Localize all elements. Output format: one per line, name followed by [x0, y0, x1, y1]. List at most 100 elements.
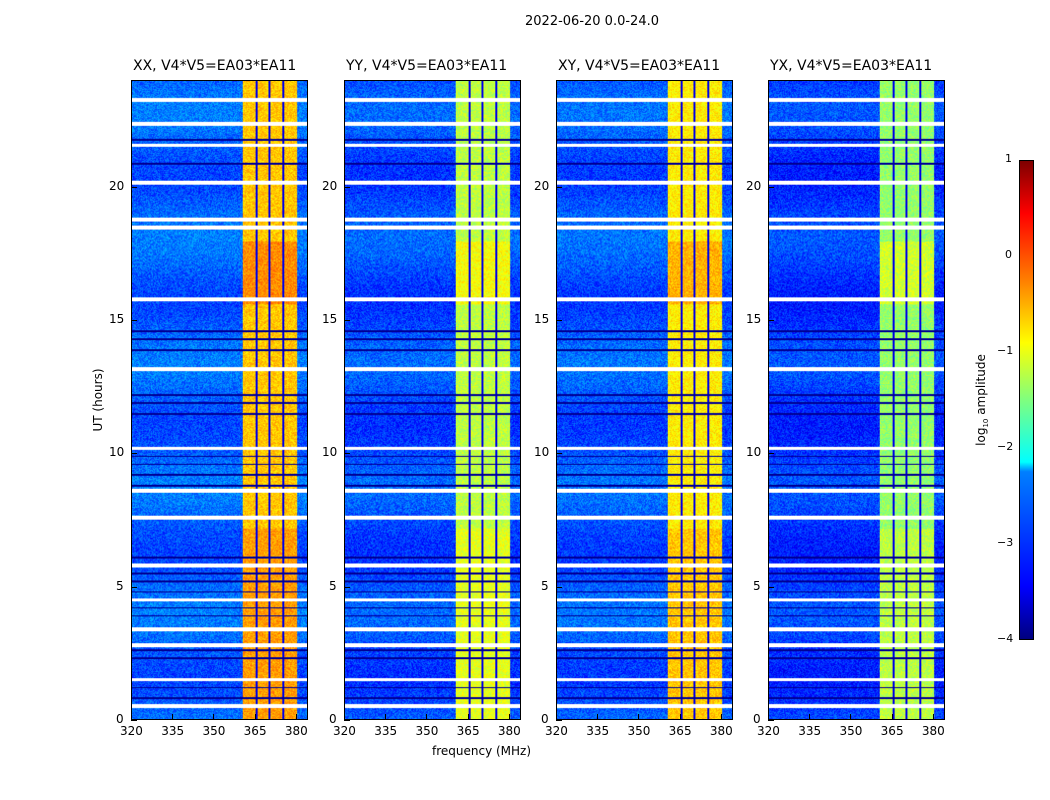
y-tick-label: 20: [322, 178, 338, 193]
x-tick-label: 380: [921, 724, 945, 738]
y-tick: [344, 720, 350, 721]
heatmap-panel-2: [344, 80, 521, 720]
x-tick-label: 320: [120, 724, 143, 738]
panel-title: YX, V4*V5=EA03*EA11: [770, 58, 933, 74]
colorbar-tick-label: −2: [997, 440, 1014, 453]
colorbar-tick-label: 1: [1005, 152, 1012, 165]
y-tick: [344, 586, 350, 588]
x-tick: [768, 714, 769, 720]
y-tick: [344, 320, 350, 321]
y-tick: [556, 186, 562, 188]
x-tick: [932, 714, 934, 720]
y-tick-label: 0: [329, 712, 337, 726]
figure-suptitle: 2022-06-20 0.0-24.0: [525, 14, 659, 29]
y-tick-label: 5: [329, 578, 337, 593]
y-tick: [768, 586, 774, 588]
x-tick-label: 350: [202, 724, 226, 738]
colorbar-label: log10 amplitude: [973, 354, 991, 446]
y-tick: [344, 186, 350, 188]
x-tick-label: 380: [709, 724, 733, 738]
x-tick: [426, 714, 428, 720]
x-tick: [508, 714, 510, 720]
x-tick: [254, 714, 256, 720]
heatmap-image: [557, 81, 732, 719]
x-tick-label: 320: [333, 724, 356, 738]
heatmap-panel-4: [768, 80, 945, 720]
y-tick-label: 0: [753, 712, 761, 726]
x-tick-label: 365: [456, 724, 480, 738]
x-tick-label: 350: [627, 724, 651, 738]
x-tick: [891, 714, 893, 720]
colorbar-tick-label: −3: [997, 536, 1014, 549]
y-tick-label: 15: [322, 312, 338, 326]
y-tick-label: 5: [753, 578, 761, 593]
y-tick: [556, 453, 562, 455]
y-tick: [131, 586, 137, 588]
y-tick: [556, 320, 562, 321]
y-tick: [556, 720, 562, 721]
y-tick-label: 10: [109, 445, 125, 460]
y-tick-label: 20: [534, 178, 550, 193]
x-tick-label: 350: [839, 724, 863, 738]
colorbar-tick-label: −1: [997, 344, 1014, 357]
panel-title: XY, V4*V5=EA03*EA11: [558, 58, 721, 74]
y-tick: [768, 453, 774, 455]
x-tick: [467, 714, 469, 720]
y-tick: [768, 720, 774, 721]
colorbar-tick-label: −4: [997, 632, 1014, 645]
y-tick: [131, 320, 137, 321]
y-tick-label: 15: [746, 312, 762, 326]
y-tick: [556, 586, 562, 588]
x-tick: [679, 714, 681, 720]
heatmap-panel-1: [131, 80, 308, 720]
x-axis-label: frequency (MHz): [432, 744, 532, 758]
x-tick: [295, 714, 297, 720]
x-tick-label: 335: [374, 724, 398, 738]
x-tick-label: 365: [243, 724, 267, 738]
x-tick: [344, 714, 345, 720]
x-tick-label: 365: [880, 724, 904, 738]
heatmap-image: [132, 81, 307, 719]
y-tick: [344, 453, 350, 455]
x-tick: [213, 714, 215, 720]
y-tick-label: 5: [541, 578, 549, 593]
x-tick: [385, 714, 387, 720]
x-tick-label: 335: [161, 724, 185, 738]
x-tick: [556, 714, 557, 720]
y-tick: [131, 453, 137, 455]
y-tick-label: 15: [109, 312, 125, 326]
x-tick-label: 320: [545, 724, 568, 738]
x-tick: [809, 714, 811, 720]
x-tick-label: 380: [284, 724, 308, 738]
y-tick: [131, 720, 137, 721]
x-tick-label: 350: [415, 724, 439, 738]
y-tick-label: 10: [746, 445, 762, 460]
colorbar: [1019, 160, 1034, 640]
x-tick-label: 335: [798, 724, 822, 738]
y-tick-label: 10: [322, 445, 338, 460]
x-tick: [131, 714, 132, 720]
x-tick: [172, 714, 174, 720]
panel-title: YY, V4*V5=EA03*EA11: [346, 58, 508, 74]
x-tick: [850, 714, 852, 720]
y-tick: [768, 320, 774, 321]
x-tick: [597, 714, 599, 720]
heatmap-panel-3: [556, 80, 733, 720]
x-tick-label: 380: [497, 724, 521, 738]
y-tick-label: 0: [541, 712, 549, 726]
panel-title: XX, V4*V5=EA03*EA11: [133, 58, 297, 74]
y-tick-label: 20: [746, 178, 762, 193]
y-tick-label: 20: [109, 178, 125, 193]
y-tick-label: 0: [116, 712, 124, 726]
y-tick-label: 5: [116, 578, 124, 593]
heatmap-image: [345, 81, 520, 719]
y-tick-label: 10: [534, 445, 550, 460]
y-tick-label: 15: [534, 312, 550, 326]
y-axis-label: UT (hours): [91, 368, 105, 432]
x-tick-label: 365: [668, 724, 692, 738]
y-tick: [768, 186, 774, 188]
heatmap-image: [769, 81, 944, 719]
colorbar-tick-label: 0: [1005, 248, 1012, 261]
x-tick: [720, 714, 722, 720]
